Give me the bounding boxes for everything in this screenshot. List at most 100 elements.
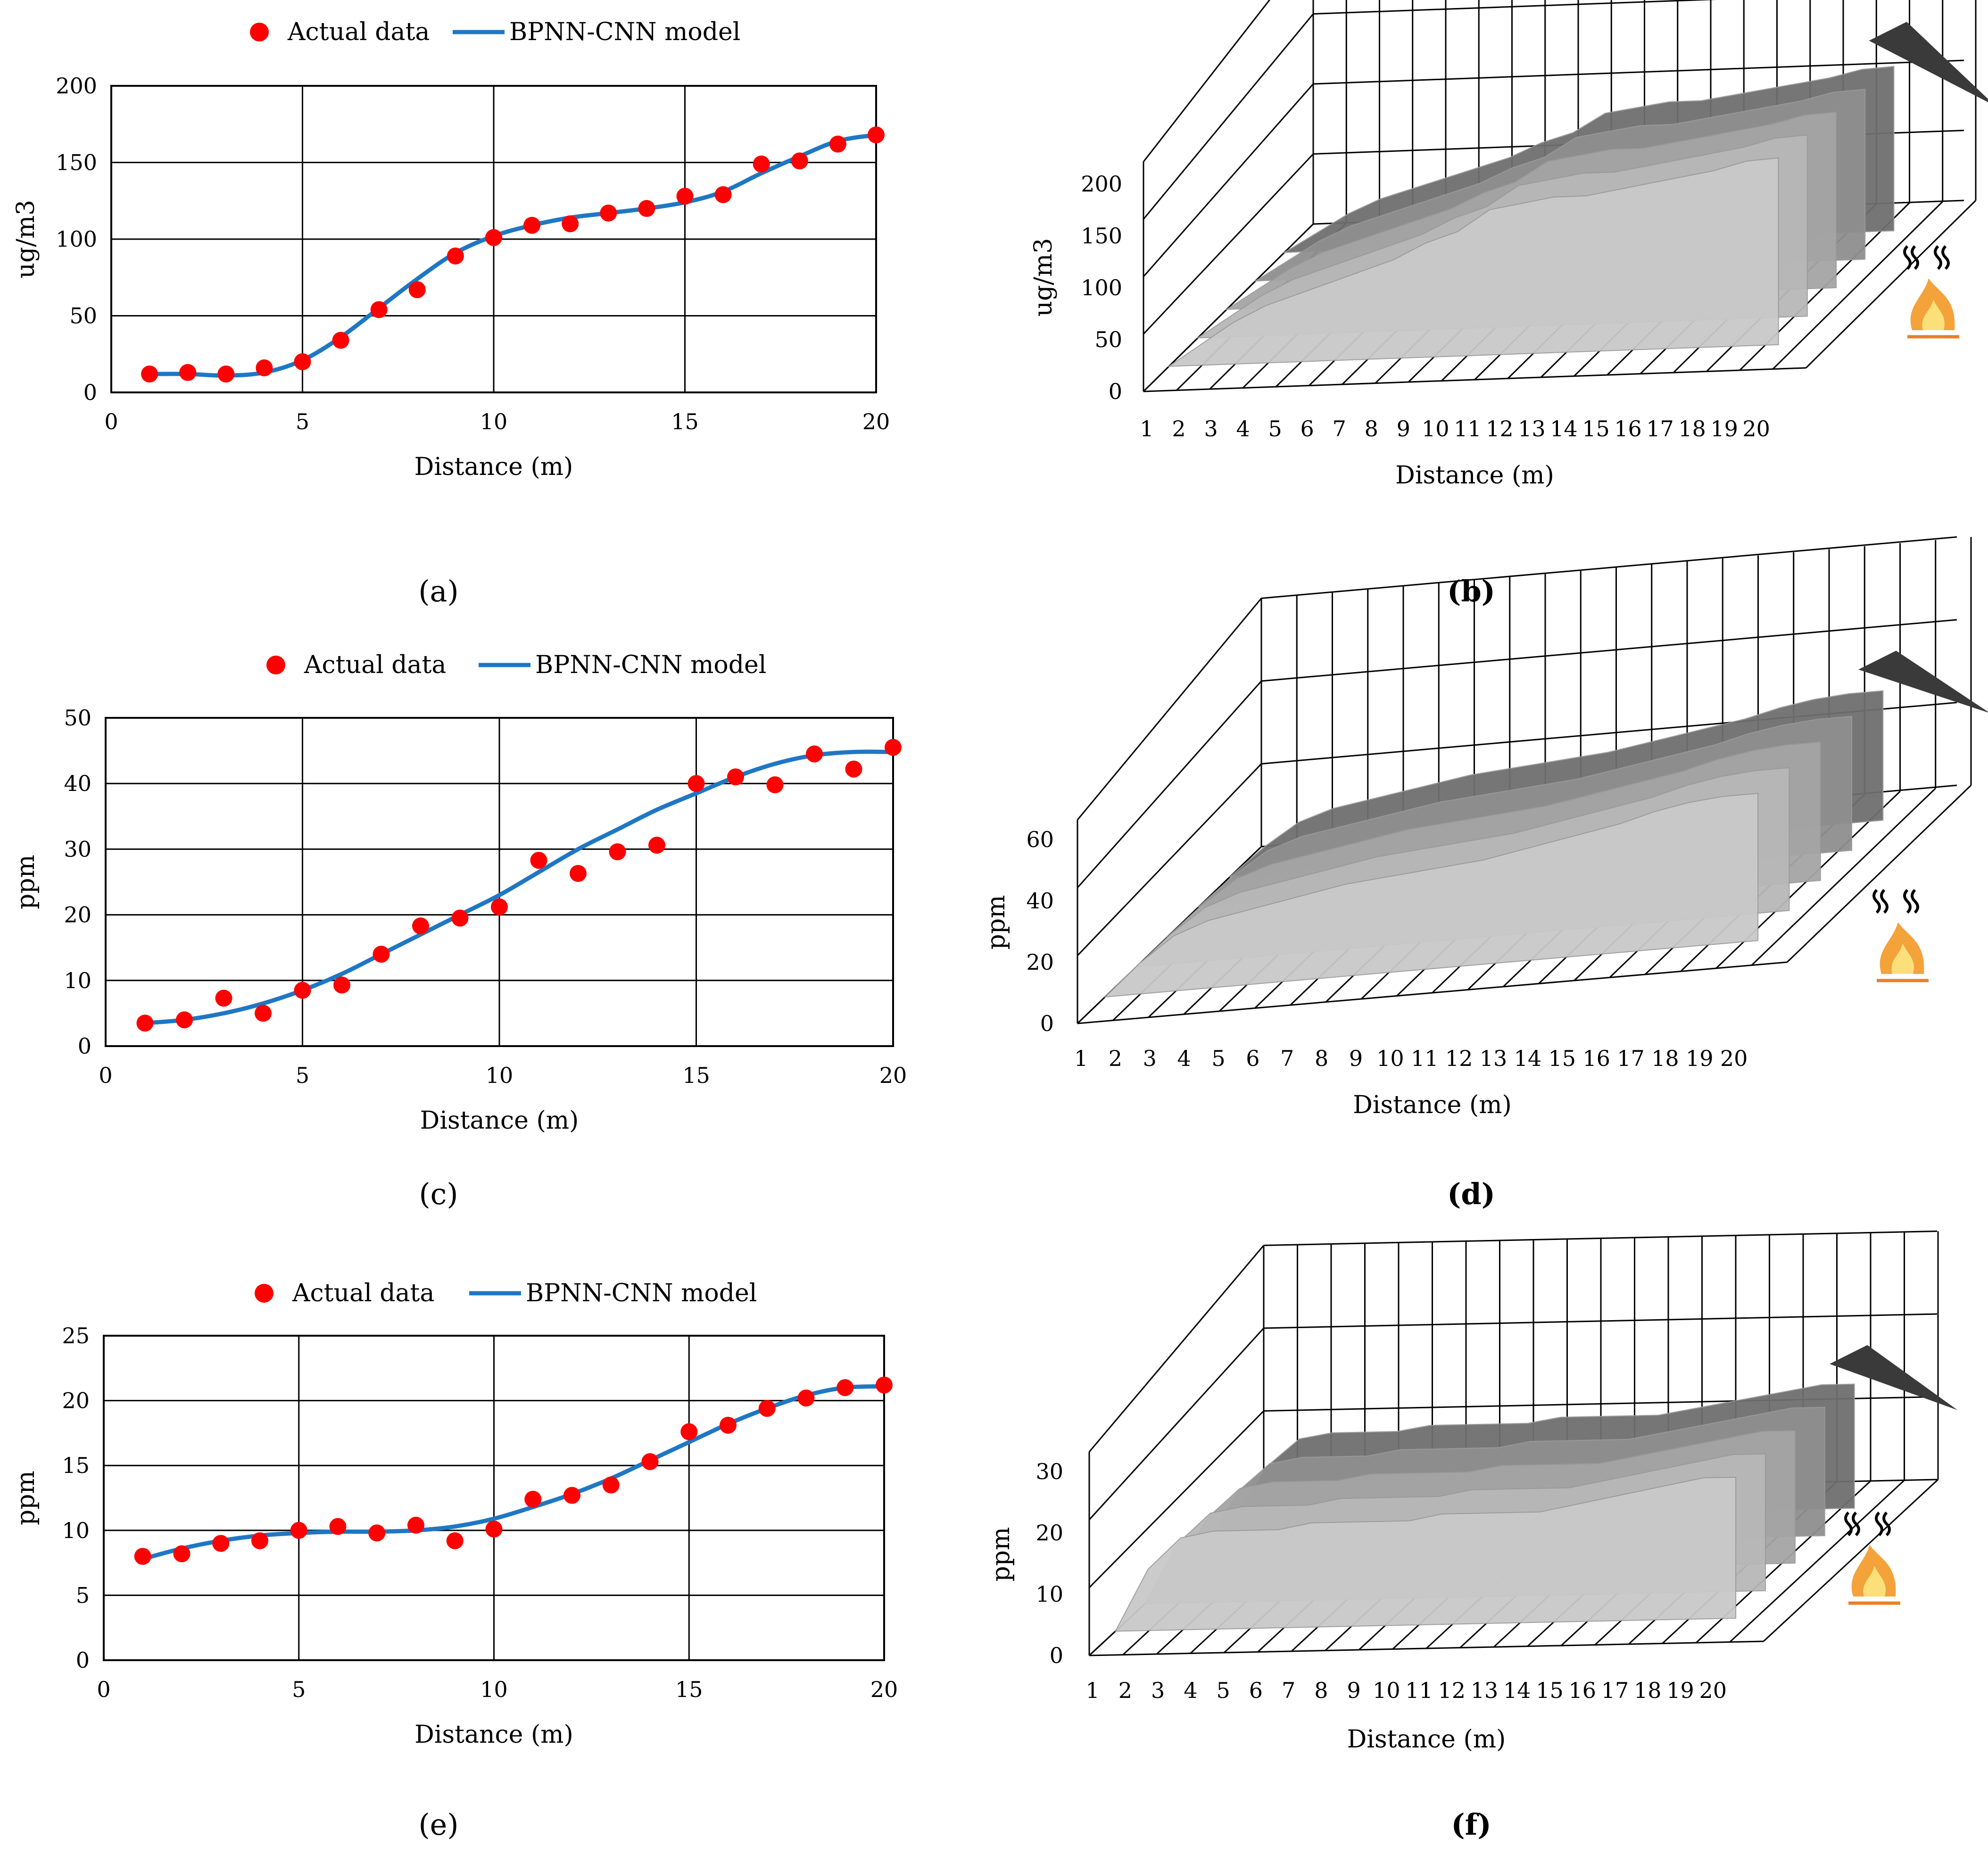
y-tick-label: 60 [1026,827,1054,852]
plot-frame [105,717,894,1047]
smoke-icon [1872,889,1919,914]
panel-label: (f) [1451,1807,1491,1842]
x-tick-label: 1 [1140,416,1153,441]
x-tick-label: 10 [480,409,508,434]
x-tick-label: 17 [1646,416,1674,441]
x-tick-label: 19 [1710,416,1738,441]
actual-data-point [845,760,862,778]
actual-data-point [570,865,587,882]
side-wall-gridline [1077,763,1262,956]
side-wall-gridline [1143,13,1314,220]
actual-data-point [333,976,350,994]
actual-data-point [332,332,349,349]
actual-data-point [727,768,744,786]
x-tick-label: 17 [1617,1046,1645,1071]
x-tick-label: 6 [1300,416,1314,441]
actual-data-point [791,152,808,170]
x-tick-label: 13 [1480,1046,1508,1071]
floor-gridline [1805,200,1977,369]
y-tick-label: 100 [56,226,97,252]
side-wall-gridline [1088,1327,1265,1521]
x-tick-label: 6 [1249,1678,1263,1703]
y-tick-label: 0 [1040,1011,1054,1036]
actual-data-point [173,1545,191,1563]
back-wall-gridline [1261,619,1957,682]
x-tick-label: 16 [1614,416,1642,441]
floor-gridline [1786,784,1972,963]
back-wall-gridline [1313,59,1964,85]
surface-ribbon [1167,157,1779,367]
actual-data-point [563,1487,580,1504]
x-tick-label: 20 [1742,416,1770,441]
x-tick-label: 11 [1454,416,1482,441]
flame-inner [1891,943,1914,974]
x-tick-label: 10 [1422,416,1450,441]
x-tick-label: 0 [99,1063,112,1088]
panel-label: (c) [419,1177,458,1211]
y-tick-label: 0 [78,1033,91,1059]
y-axis-label: ppm [987,1527,1015,1582]
surface-ribbon [1103,793,1759,998]
y-tick-label: 20 [62,1388,90,1414]
y-axis-label: ug/m3 [12,200,40,279]
x-tick-label: 8 [1314,1678,1328,1703]
x-tick-label: 6 [1246,1046,1259,1071]
x-tick-label: 3 [1204,416,1218,441]
x-tick-label: 12 [1486,416,1514,441]
x-axis-label: Distance (m) [1353,1091,1512,1119]
x-tick-label: 16 [1569,1678,1597,1703]
y-tick-label: 25 [62,1323,90,1348]
x-tick-label: 10 [480,1677,508,1702]
legend-model-label: BPNN-CNN model [526,1279,757,1307]
x-tick-label: 15 [682,1063,710,1088]
actual-data-point [215,990,232,1007]
floor-gridline [1772,201,1943,370]
x-tick-label: 11 [1405,1678,1433,1703]
x-tick-label: 18 [1678,416,1706,441]
actual-data-point [491,898,508,915]
x-tick-label: 20 [879,1063,907,1088]
actual-data-point [638,200,655,217]
x-tick-label: 11 [1411,1046,1439,1071]
side-wall-gridline [1143,83,1314,277]
x-tick-label: 18 [1634,1678,1662,1703]
floor-gridline [1751,788,1936,966]
fire-icon [1877,922,1929,982]
smoke-icon [1903,245,1950,270]
x-tick-label: 10 [1376,1046,1404,1071]
actual-data-point [720,1416,737,1434]
x-tick-label: 3 [1143,1046,1157,1071]
y-tick-label: 15 [62,1453,90,1478]
actual-data-point [407,1516,424,1534]
actual-data-point [837,1379,854,1397]
actual-data-point [251,1532,268,1549]
y-tick-label: 0 [76,1647,90,1673]
actual-data-point [648,837,665,854]
flame-inner [1922,299,1945,330]
side-wall-gridline [1077,681,1262,889]
x-tick-label: 5 [292,1677,306,1702]
x-tick-label: 9 [1397,416,1410,441]
surface-ribbon [1114,1476,1737,1632]
smoke-icon [1844,1511,1891,1537]
x-tick-label: 1 [1074,1046,1088,1071]
chart-a: 0 50 100 150 200 0 5 10 15 20 Distance (m) ug/m3 Act… [12,18,890,608]
x-tick-label: 4 [1177,1046,1191,1071]
actual-data-point [523,216,541,234]
x-tick-label: 0 [97,1677,110,1702]
actual-data-point [714,186,732,203]
x-tick-label: 20 [1720,1046,1748,1071]
x-tick-label: 14 [1503,1678,1531,1703]
x-tick-label: 7 [1333,416,1346,441]
actual-data-point [370,301,388,318]
x-tick-label: 20 [1699,1678,1727,1703]
legend: Actual data BPNN-CNN model [266,651,766,679]
x-tick-label: 0 [104,409,118,434]
smoke-wave [1903,245,1919,270]
x-tick-label: 16 [1582,1046,1610,1071]
smoke-wave [1872,889,1889,914]
x-tick-label: 5 [1211,1046,1225,1071]
